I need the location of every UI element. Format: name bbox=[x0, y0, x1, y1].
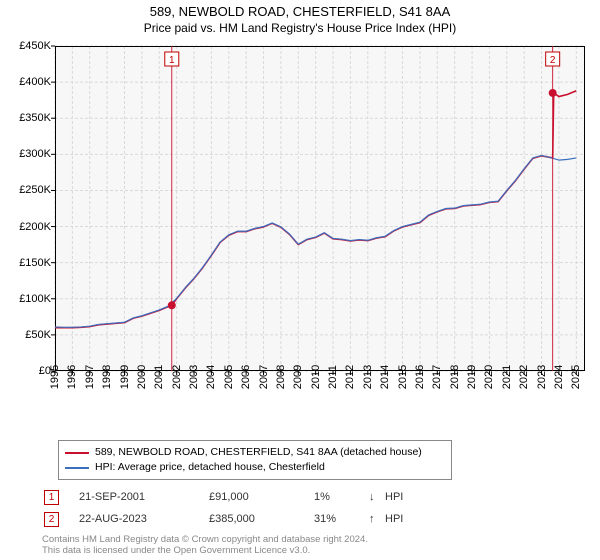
x-axis-tick-label: 1999 bbox=[119, 365, 131, 389]
x-axis-tick-label: 2014 bbox=[379, 365, 391, 389]
legend-swatch bbox=[65, 452, 89, 454]
event-pct: 31% bbox=[314, 513, 369, 525]
event-pct: 1% bbox=[314, 491, 369, 503]
x-axis-tick-label: 2010 bbox=[310, 365, 322, 389]
chart-title: 589, NEWBOLD ROAD, CHESTERFIELD, S41 8AA bbox=[0, 4, 600, 19]
event-price: £385,000 bbox=[209, 513, 314, 525]
event-marker-badge: 1 bbox=[44, 490, 59, 505]
arrow-down-icon: ↓ bbox=[369, 491, 385, 503]
legend-label: HPI: Average price, detached house, Ches… bbox=[95, 460, 325, 475]
x-axis-tick-label: 2000 bbox=[136, 365, 148, 389]
x-axis-tick-label: 2008 bbox=[275, 365, 287, 389]
x-axis-tick-label: 2019 bbox=[466, 365, 478, 389]
y-axis-tick-label: £250K bbox=[19, 184, 51, 196]
x-axis-tick-label: 2011 bbox=[327, 365, 339, 389]
y-axis-tick-label: £150K bbox=[19, 257, 51, 269]
chart-subtitle: Price paid vs. HM Land Registry's House … bbox=[0, 21, 600, 35]
x-axis-tick-label: 1998 bbox=[101, 365, 113, 389]
x-axis-tick-label: 2018 bbox=[449, 365, 461, 389]
event-marker-badge: 2 bbox=[44, 512, 59, 527]
x-axis-tick-label: 2022 bbox=[518, 365, 530, 389]
event-row: 2 22-AUG-2023 £385,000 31% ↑ HPI bbox=[42, 508, 415, 530]
event-price: £91,000 bbox=[209, 491, 314, 503]
legend-row: HPI: Average price, detached house, Ches… bbox=[65, 460, 445, 475]
event-date: 22-AUG-2023 bbox=[79, 513, 209, 525]
legend: 589, NEWBOLD ROAD, CHESTERFIELD, S41 8AA… bbox=[58, 440, 452, 480]
x-axis-tick-label: 1995 bbox=[49, 365, 61, 389]
x-axis-tick-label: 2016 bbox=[414, 365, 426, 389]
legend-row: 589, NEWBOLD ROAD, CHESTERFIELD, S41 8AA… bbox=[65, 445, 445, 460]
legend-label: 589, NEWBOLD ROAD, CHESTERFIELD, S41 8AA… bbox=[95, 445, 422, 460]
x-axis-tick-label: 2025 bbox=[570, 365, 582, 389]
svg-text:2: 2 bbox=[550, 55, 556, 66]
x-axis-tick-label: 2012 bbox=[344, 365, 356, 389]
attribution-line: This data is licensed under the Open Gov… bbox=[42, 545, 368, 556]
attribution-line: Contains HM Land Registry data © Crown c… bbox=[42, 534, 368, 545]
y-axis-tick-label: £200K bbox=[19, 221, 51, 233]
chart-plot-area: 12 £0£50K£100K£150K£200K£250K£300K£350K£… bbox=[55, 46, 585, 371]
x-axis-tick-label: 1997 bbox=[84, 365, 96, 389]
y-axis-tick-label: £450K bbox=[19, 40, 51, 52]
event-row: 1 21-SEP-2001 £91,000 1% ↓ HPI bbox=[42, 486, 415, 508]
x-axis-tick-label: 2009 bbox=[292, 365, 304, 389]
attribution: Contains HM Land Registry data © Crown c… bbox=[42, 534, 368, 557]
svg-text:1: 1 bbox=[169, 55, 175, 66]
y-axis-tick-label: £50K bbox=[25, 329, 51, 341]
y-axis-tick-label: £300K bbox=[19, 148, 51, 160]
x-axis-tick-label: 2003 bbox=[188, 365, 200, 389]
x-axis-tick-label: 2005 bbox=[223, 365, 235, 389]
event-ref: HPI bbox=[385, 491, 415, 503]
x-axis-tick-label: 2001 bbox=[153, 365, 165, 389]
event-date: 21-SEP-2001 bbox=[79, 491, 209, 503]
legend-swatch bbox=[65, 467, 89, 469]
x-axis-tick-label: 2015 bbox=[397, 365, 409, 389]
x-axis-tick-label: 1996 bbox=[66, 365, 78, 389]
x-axis-tick-label: 2006 bbox=[240, 365, 252, 389]
x-axis-tick-label: 2002 bbox=[171, 365, 183, 389]
event-ref: HPI bbox=[385, 513, 415, 525]
x-axis-tick-label: 2017 bbox=[431, 365, 443, 389]
y-axis-tick-label: £400K bbox=[19, 76, 51, 88]
x-axis-tick-label: 2020 bbox=[483, 365, 495, 389]
event-table: 1 21-SEP-2001 £91,000 1% ↓ HPI 2 22-AUG-… bbox=[42, 486, 415, 530]
x-axis-tick-label: 2007 bbox=[258, 365, 270, 389]
x-axis-tick-label: 2021 bbox=[501, 365, 513, 389]
x-axis-tick-label: 2013 bbox=[362, 365, 374, 389]
x-axis-tick-label: 2024 bbox=[553, 365, 565, 389]
arrow-up-icon: ↑ bbox=[369, 513, 385, 525]
x-axis-tick-label: 2004 bbox=[205, 365, 217, 389]
y-axis-tick-label: £100K bbox=[19, 293, 51, 305]
y-axis-tick-label: £350K bbox=[19, 112, 51, 124]
x-axis-tick-label: 2023 bbox=[536, 365, 548, 389]
